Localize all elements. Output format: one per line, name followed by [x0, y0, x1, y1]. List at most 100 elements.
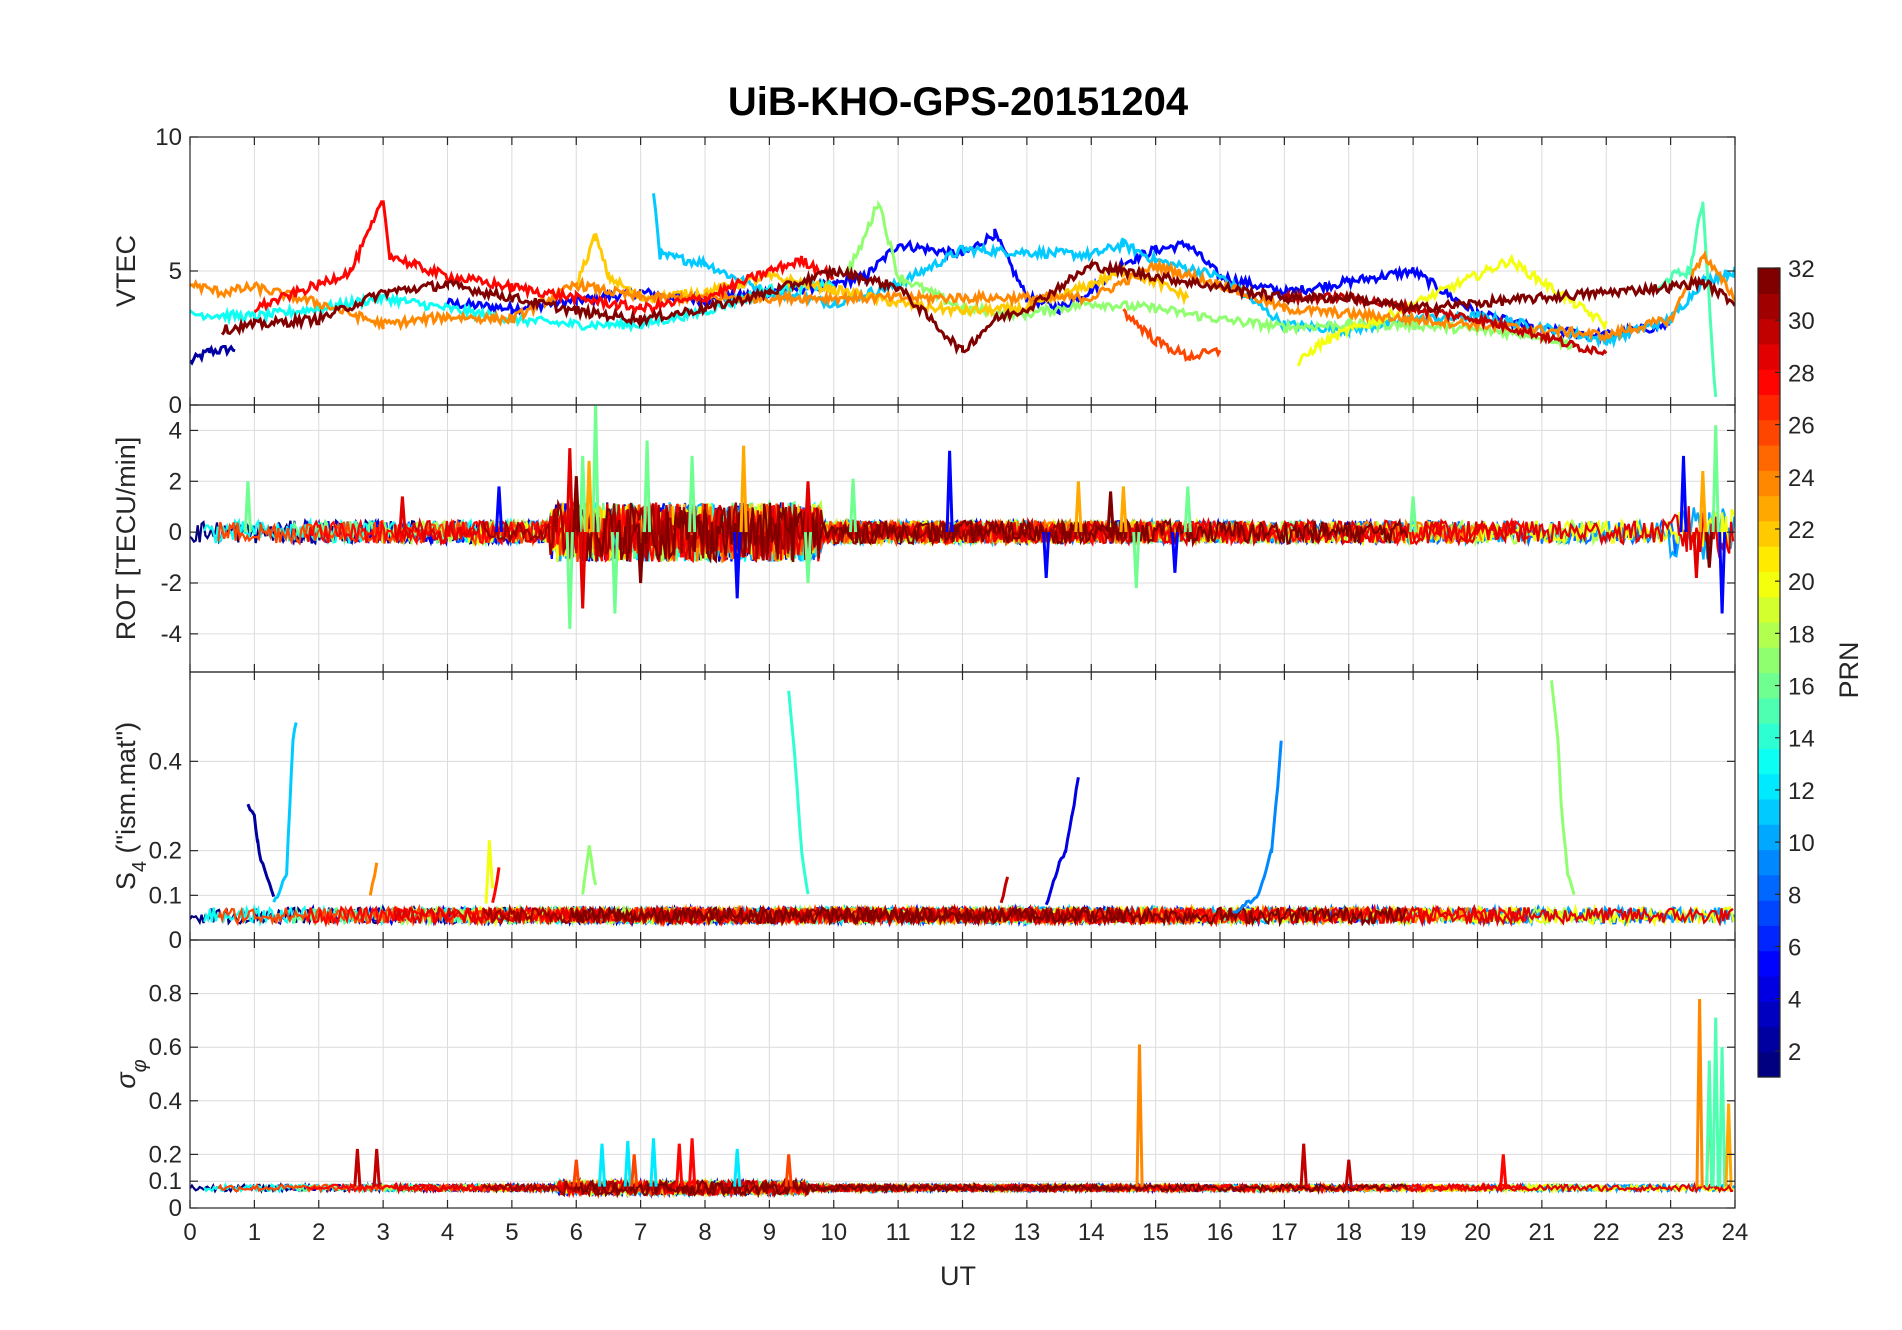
y-tick-label: 2: [169, 468, 182, 495]
spike-prn-32: [572, 476, 581, 533]
colorbar-segment: [1758, 268, 1780, 294]
spike-prn-5: [945, 450, 954, 533]
colorbar-segment: [1758, 900, 1780, 926]
y-axis-label-phi: φ: [129, 1059, 151, 1072]
spike-prn-16: [1711, 425, 1720, 533]
spike-prn-23: [1074, 481, 1083, 533]
colorbar-segment: [1758, 697, 1780, 724]
series-prn-17: [581, 844, 598, 895]
x-tick-label: 23: [1657, 1219, 1684, 1246]
spike-prn-16: [849, 478, 858, 533]
colorbar-segment: [1758, 672, 1780, 699]
x-tick-label: 18: [1335, 1219, 1362, 1246]
spike-prn-23: [1724, 1103, 1733, 1187]
spike-prn-23: [1698, 471, 1707, 533]
x-tick-label: 10: [820, 1219, 847, 1246]
colorbar-tick-label: 16: [1788, 674, 1815, 701]
spike-prn-32: [1106, 491, 1115, 533]
x-tick-label: 24: [1722, 1219, 1749, 1246]
colorbar-segment: [1758, 293, 1780, 320]
y-axis-label: S4 ("ism.mat"): [111, 722, 151, 890]
spike-prn-26: [784, 1154, 793, 1187]
panel-traces: [190, 998, 1735, 1200]
y-tick-label: -4: [161, 621, 182, 648]
colorbar-segment: [1758, 495, 1780, 522]
colorbar-tick-label: 10: [1788, 830, 1815, 857]
series-prn-2: [246, 803, 276, 898]
spike-prn-15: [1711, 1017, 1720, 1187]
spike-prn-23: [739, 445, 748, 533]
y-tick-label: 0.1: [149, 882, 182, 909]
colorbar-tick-label: 28: [1788, 360, 1815, 387]
colorbar-segment: [1758, 1001, 1780, 1028]
x-tick-label: 15: [1142, 1219, 1169, 1246]
x-tick-label: 2: [312, 1219, 325, 1246]
colorbar-segment: [1758, 318, 1780, 345]
series-prn-26: [1122, 308, 1222, 362]
colorbar-segment: [1758, 571, 1780, 598]
spike-prn-29: [398, 496, 407, 533]
spike-prn-16: [565, 532, 574, 629]
spike-prn-32: [636, 532, 645, 584]
y-axis-label: ROT [TECU/min]: [111, 437, 141, 641]
colorbar-segment: [1758, 1051, 1780, 1078]
colorbar-tick-label: 4: [1788, 987, 1801, 1014]
spike-prn-26: [630, 1154, 639, 1187]
colorbar-label: PRN: [1834, 641, 1864, 698]
colorbar-frame: [1757, 267, 1781, 1078]
series-prn-22: [575, 232, 1190, 320]
spike-prn-16: [1132, 532, 1141, 589]
x-tick-label: 11: [886, 1219, 911, 1246]
y-tick-label: 0.6: [149, 1034, 182, 1061]
x-tick-label: 4: [441, 1219, 454, 1246]
spike-prn-29: [1692, 532, 1701, 578]
colorbar-tick-label: 12: [1788, 778, 1815, 805]
panel-rot: -4 -2 0 2 4 ROT [TECU/min]: [111, 404, 1736, 673]
colorbar-tick-label: 32: [1788, 256, 1815, 283]
panel-traces: [190, 405, 1735, 629]
colorbar-tick-label: 22: [1788, 517, 1815, 544]
panel-s4: 0 0.1 0.2 0.4S4 ("ism.mat"): [111, 671, 1736, 954]
series-prn-28: [253, 199, 835, 316]
colorbar-segment: [1758, 647, 1780, 674]
spike-prn-16: [803, 532, 813, 584]
x-tick-label: 14: [1078, 1219, 1105, 1246]
spike-prn-16: [243, 481, 252, 533]
x-tick-label: 12: [949, 1219, 976, 1246]
x-tick-label: 0: [183, 1219, 196, 1246]
colorbar-segment: [1758, 394, 1780, 421]
panel-traces: [190, 680, 1735, 928]
colorbar-segment: [1758, 621, 1780, 648]
spike-prn-5: [733, 532, 742, 599]
colorbar-tick-label: 8: [1788, 882, 1801, 909]
colorbar-segment: [1758, 925, 1780, 952]
colorbar-segment: [1758, 369, 1780, 395]
panel-sigma_phi: 00.10.2 0.4 0.6 0.8 σφ: [111, 939, 1736, 1222]
colorbar-tick-label: 18: [1788, 621, 1815, 648]
spike-prn-12: [733, 1148, 742, 1187]
spike-prn-16: [643, 440, 652, 533]
spike-prn-28: [688, 1138, 697, 1187]
colorbar-tick-label: 24: [1788, 465, 1815, 492]
colorbar-segment: [1758, 343, 1780, 370]
x-tick-label: 7: [634, 1219, 647, 1246]
spike-prn-5: [1042, 532, 1051, 578]
colorbar-segment: [1758, 596, 1780, 623]
colorbar-segment: [1758, 798, 1780, 825]
y-tick-label: 10: [155, 124, 182, 151]
colorbar-tick-label: 2: [1788, 1039, 1801, 1066]
spike-prn-24: [1695, 998, 1704, 1187]
spike-prn-29: [578, 532, 587, 609]
x-tick-label: 3: [376, 1219, 389, 1246]
series-prn-2: [190, 344, 236, 366]
series-prn-11: [272, 722, 298, 903]
x-tick-label: 17: [1271, 1219, 1298, 1246]
spike-prn-28: [675, 1143, 684, 1187]
spike-prn-16: [1183, 486, 1192, 533]
background-trace-prn-32: [570, 1178, 1409, 1199]
spike-prn-23: [585, 460, 594, 533]
spike-prn-23: [1119, 486, 1128, 533]
spike-prn-28: [1499, 1154, 1508, 1187]
y-tick-label: 0.2: [149, 1141, 182, 1168]
colorbar-segment: [1758, 723, 1780, 749]
